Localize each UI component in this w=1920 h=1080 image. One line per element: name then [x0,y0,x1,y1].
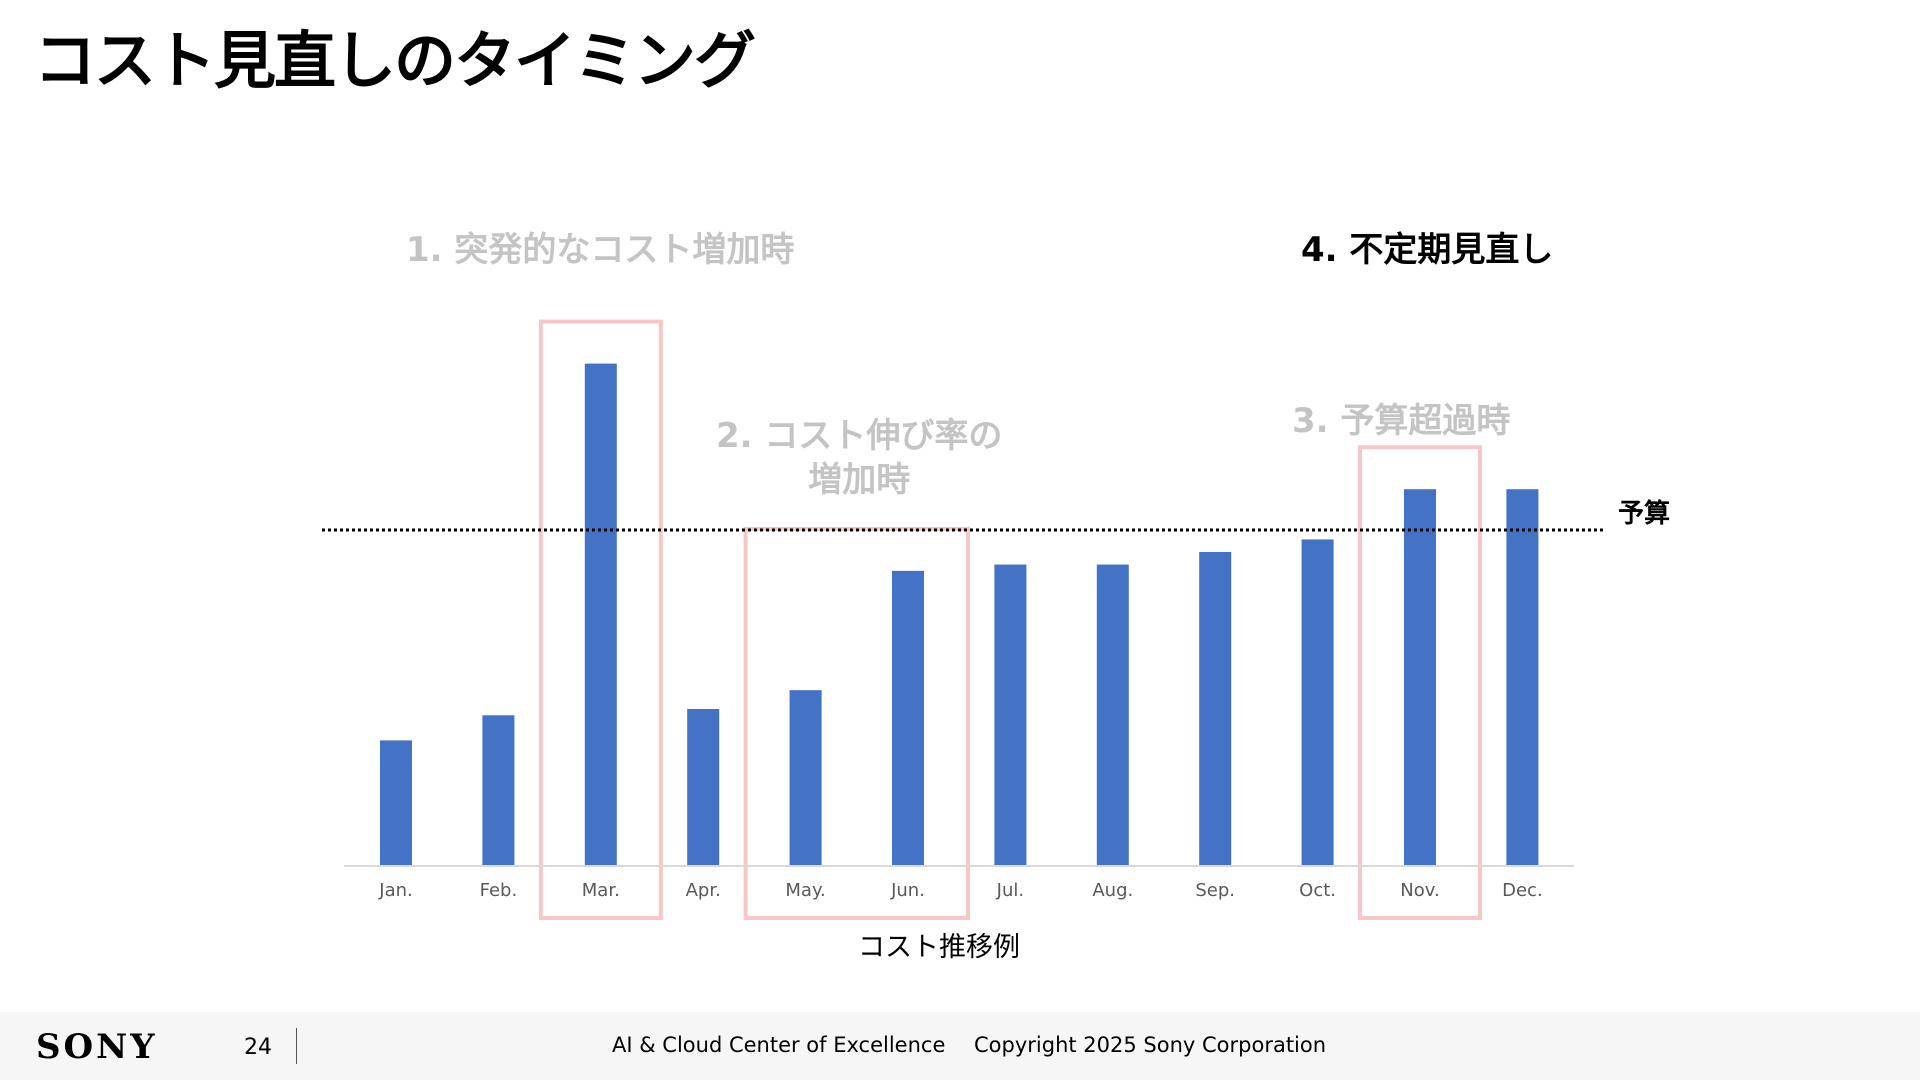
bar-nov [1404,489,1436,866]
x-tick-label: Aug. [1092,880,1133,901]
x-tick-label: Oct. [1299,880,1336,901]
x-tick-label: Jun. [890,880,925,901]
annotation-over-budget: 3. 予算超過時 [1292,401,1511,441]
budget-label: 予算 [1618,499,1671,529]
x-tick-label: Nov. [1400,880,1439,901]
bar-feb [482,715,515,866]
x-tick-label: Mar. [582,880,620,901]
highlight-box-1 [538,319,663,921]
bar-mar [584,363,617,866]
cost-trend-chart: Jan. Feb. Mar. Apr. May. Jun. Jul. Aug. Sep. Oct.… [322,319,1604,921]
x-tick-label: Sep. [1195,880,1235,901]
highlight-box-3 [1358,445,1482,920]
bar-dec [1506,489,1539,866]
annotation-growth-rate-line1: 2. コスト伸び率の [716,416,1003,456]
annotation-growth-rate: 2. コスト伸び率の 増加時 [716,414,1002,502]
x-tick-label: Dec. [1502,880,1543,901]
footer-bar [0,1012,1920,1080]
footer-divider [296,1028,297,1064]
bar-jan [380,740,412,866]
annotation-irregular-review: 4. 不定期見直し [1301,230,1554,270]
chart-caption: コスト推移例 [858,932,1020,963]
page-title: コスト見直しのタイミング [34,24,756,97]
bar-jul [994,564,1027,866]
x-tick-label: Jan. [378,880,412,901]
page-number: 24 [244,1035,272,1060]
x-tick-label: Jul. [996,880,1024,901]
bar-oct [1301,539,1334,866]
annotation-growth-rate-line2: 増加時 [808,460,911,500]
bar-sep [1199,552,1232,866]
x-tick-label: May. [785,880,825,901]
bar-may [789,690,822,866]
bar-apr [687,709,720,866]
annotation-sudden-increase: 1. 突発的なコスト増加時 [406,230,795,270]
sony-logo: SONY [36,1027,158,1067]
x-tick-label: Apr. [686,880,721,901]
bar-aug [1096,564,1129,866]
bar-jun [892,570,924,866]
highlight-box-2 [743,526,970,921]
organization-name: AI & Cloud Center of Excellence [612,1033,946,1057]
x-tick-label: Feb. [480,880,518,901]
copyright-text: Copyright 2025 Sony Corporation [974,1033,1327,1057]
